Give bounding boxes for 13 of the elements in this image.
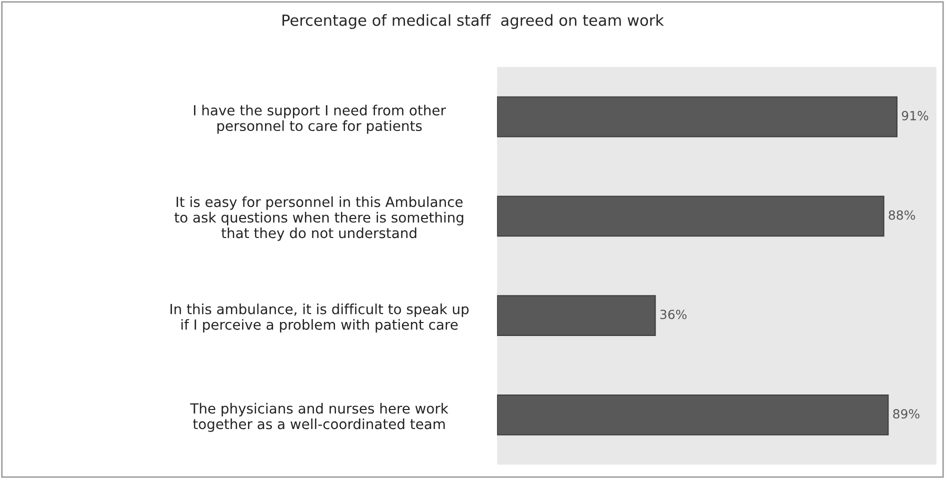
y-tick-label: The physicians and nurses here work together as a well-coordinated team [190, 402, 448, 432]
data-label: 36% [660, 310, 687, 320]
bar [497, 295, 656, 336]
chart-title: Percentage of medical staff agreed on team work [282, 14, 664, 29]
bar [497, 394, 889, 436]
bar [497, 196, 884, 237]
y-tick-label: It is easy for personnel in this Ambulance to ask questions when there is something that they do not understand [174, 196, 464, 241]
y-tick-label: I have the support I need from other personnel to care for patients [194, 104, 446, 134]
data-label: 91% [902, 110, 928, 120]
data-label: 88% [888, 210, 916, 220]
y-tick-label: In this ambulance, it is difficult to speak up if I perceive a problem with patient care [170, 304, 469, 333]
data-label: 89% [893, 409, 920, 419]
bar [497, 96, 898, 138]
